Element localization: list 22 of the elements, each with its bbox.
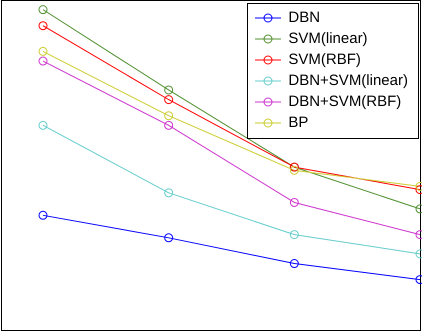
- point: [38, 5, 48, 14]
- point: [38, 210, 48, 220]
- legend-label: DBN+SVM(RBF): [288, 92, 402, 112]
- point: [38, 21, 48, 30]
- point: [290, 166, 299, 175]
- point: [38, 46, 48, 56]
- point: [290, 230, 299, 240]
- point: [164, 188, 174, 198]
- point: [38, 120, 48, 130]
- legend-label: SVM(RBF): [288, 50, 361, 70]
- point: [164, 85, 174, 94]
- point: [290, 198, 299, 207]
- legend-label: BP: [288, 113, 308, 133]
- point: [38, 56, 48, 66]
- legend-label: SVM(linear): [288, 29, 368, 49]
- point: [290, 259, 299, 268]
- point: [164, 95, 174, 104]
- legend-label: DBN: [288, 8, 320, 28]
- point: [164, 233, 174, 242]
- legend-label: DBN+SVM(linear): [288, 71, 408, 91]
- point: [164, 111, 174, 120]
- point: [164, 120, 174, 130]
